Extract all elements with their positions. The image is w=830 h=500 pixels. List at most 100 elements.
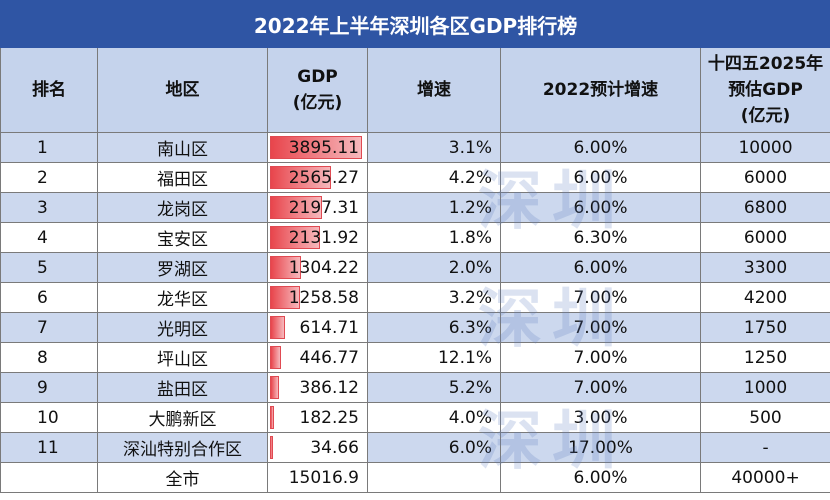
forecast-growth-cell: 6.00% bbox=[500, 252, 701, 283]
gdp-data-bar bbox=[270, 316, 285, 339]
rank-cell: 6 bbox=[0, 282, 98, 313]
forecast-growth-cell: 6.00% bbox=[500, 132, 701, 163]
rank-cell: 5 bbox=[0, 252, 98, 283]
forecast-growth-cell: 6.00% bbox=[500, 192, 701, 223]
gdp-2025-cell: 1000 bbox=[699, 372, 830, 403]
total-label: 全市 bbox=[97, 462, 268, 493]
district-cell: 宝安区 bbox=[97, 222, 268, 253]
gdp-value: 2565.27 bbox=[288, 167, 359, 188]
header-plan-gdp: 十四五2025年 预估GDP (亿元) bbox=[699, 47, 830, 133]
district-cell: 深汕特别合作区 bbox=[97, 432, 268, 463]
header-district: 地区 bbox=[97, 47, 268, 133]
growth-cell: 4.2% bbox=[367, 162, 501, 193]
growth-cell: 4.0% bbox=[367, 402, 501, 433]
header-gdp: GDP (亿元) bbox=[267, 47, 368, 133]
gdp-cell: 614.71 bbox=[267, 312, 368, 343]
table-row: 4 宝安区 2131.92 1.8% 6.30% 6000 bbox=[0, 222, 830, 253]
gdp-value: 3895.11 bbox=[288, 137, 359, 158]
gdp-data-bar bbox=[270, 166, 331, 189]
gdp-2025-cell: 6000 bbox=[699, 162, 830, 193]
growth-cell: 1.8% bbox=[367, 222, 501, 253]
gdp-2025-cell: 4200 bbox=[699, 282, 830, 313]
district-cell: 龙岗区 bbox=[97, 192, 268, 223]
gdp-data-bar bbox=[270, 346, 281, 369]
gdp-2025-cell: 500 bbox=[699, 402, 830, 433]
rank-cell: 1 bbox=[0, 132, 98, 163]
gdp-2025-cell: 1250 bbox=[699, 342, 830, 373]
total-gdp-2025: 40000+ bbox=[699, 462, 830, 493]
rank-cell: 7 bbox=[0, 312, 98, 343]
gdp-data-bar bbox=[270, 376, 280, 399]
table-row: 3 龙岗区 2197.31 1.2% 6.00% 6800 bbox=[0, 192, 830, 223]
growth-cell: 3.2% bbox=[367, 282, 501, 313]
table-row: 2 福田区 2565.27 4.2% 6.00% 6000 bbox=[0, 162, 830, 193]
rank-cell: 4 bbox=[0, 222, 98, 253]
gdp-cell: 446.77 bbox=[267, 342, 368, 373]
gdp-2025-cell: 6000 bbox=[699, 222, 830, 253]
gdp-2025-cell: 6800 bbox=[699, 192, 830, 223]
district-cell: 光明区 bbox=[97, 312, 268, 343]
gdp-value: 386.12 bbox=[299, 377, 359, 398]
gdp-cell: 2565.27 bbox=[267, 162, 368, 193]
gdp-cell: 386.12 bbox=[267, 372, 368, 403]
district-cell: 大鹏新区 bbox=[97, 402, 268, 433]
gdp-cell: 3895.11 bbox=[267, 132, 368, 163]
header-gdp-line2: (亿元) bbox=[292, 93, 343, 113]
district-cell: 福田区 bbox=[97, 162, 268, 193]
forecast-growth-cell: 17.00% bbox=[500, 432, 701, 463]
district-cell: 盐田区 bbox=[97, 372, 268, 403]
table-body: 1 南山区 3895.11 3.1% 6.00% 10000 2 福田区 2565.27 4.2%… bbox=[0, 132, 830, 463]
growth-cell: 6.3% bbox=[367, 312, 501, 343]
forecast-growth-cell: 6.00% bbox=[500, 162, 701, 193]
table-row: 10 大鹏新区 182.25 4.0% 3.00% 500 bbox=[0, 402, 830, 433]
table-row: 7 光明区 614.71 6.3% 7.00% 1750 bbox=[0, 312, 830, 343]
district-cell: 龙华区 bbox=[97, 282, 268, 313]
gdp-2025-cell: 3300 bbox=[699, 252, 830, 283]
rank-cell: 8 bbox=[0, 342, 98, 373]
table-row: 11 深汕特别合作区 34.66 6.0% 17.00% - bbox=[0, 432, 830, 463]
header-plan-line1: 十四五2025年 bbox=[707, 54, 824, 74]
gdp-value: 34.66 bbox=[310, 437, 359, 458]
rank-cell: 2 bbox=[0, 162, 98, 193]
gdp-value: 614.71 bbox=[299, 317, 359, 338]
total-gdp: 15016.9 bbox=[267, 462, 368, 493]
forecast-growth-cell: 6.30% bbox=[500, 222, 701, 253]
gdp-data-bar bbox=[270, 256, 301, 279]
table-row: 8 坪山区 446.77 12.1% 7.00% 1250 bbox=[0, 342, 830, 373]
gdp-cell: 34.66 bbox=[267, 432, 368, 463]
header-rank: 排名 bbox=[0, 47, 98, 133]
gdp-value: 182.25 bbox=[299, 407, 359, 428]
gdp-value: 1304.22 bbox=[288, 257, 359, 278]
gdp-2025-cell: - bbox=[699, 432, 830, 463]
gdp-data-bar bbox=[270, 226, 321, 249]
table-row: 1 南山区 3895.11 3.1% 6.00% 10000 bbox=[0, 132, 830, 163]
gdp-cell: 1258.58 bbox=[267, 282, 368, 313]
header-gdp-line1: GDP bbox=[297, 67, 338, 87]
growth-cell: 1.2% bbox=[367, 192, 501, 223]
forecast-growth-cell: 7.00% bbox=[500, 342, 701, 373]
growth-cell: 2.0% bbox=[367, 252, 501, 283]
gdp-cell: 2197.31 bbox=[267, 192, 368, 223]
gdp-value: 1258.58 bbox=[288, 287, 359, 308]
growth-cell: 6.0% bbox=[367, 432, 501, 463]
total-rank-cell bbox=[0, 462, 98, 493]
growth-cell: 12.1% bbox=[367, 342, 501, 373]
rank-cell: 11 bbox=[0, 432, 98, 463]
header-growth: 增速 bbox=[367, 47, 501, 133]
rank-cell: 9 bbox=[0, 372, 98, 403]
table-row: 9 盐田区 386.12 5.2% 7.00% 1000 bbox=[0, 372, 830, 403]
rank-cell: 3 bbox=[0, 192, 98, 223]
table-title: 2022年上半年深圳各区GDP排行榜 bbox=[0, 0, 830, 48]
gdp-data-bar bbox=[270, 436, 273, 459]
gdp-data-bar bbox=[270, 136, 362, 159]
gdp-cell: 2131.92 bbox=[267, 222, 368, 253]
header-plan-line2: 预估GDP bbox=[728, 80, 803, 100]
growth-cell: 3.1% bbox=[367, 132, 501, 163]
table-row: 6 龙华区 1258.58 3.2% 7.00% 4200 bbox=[0, 282, 830, 313]
gdp-2025-cell: 1750 bbox=[699, 312, 830, 343]
gdp-data-bar bbox=[270, 406, 275, 429]
total-row: 全市 15016.9 6.00% 40000+ bbox=[0, 462, 830, 493]
header-plan-line3: (亿元) bbox=[740, 106, 791, 126]
